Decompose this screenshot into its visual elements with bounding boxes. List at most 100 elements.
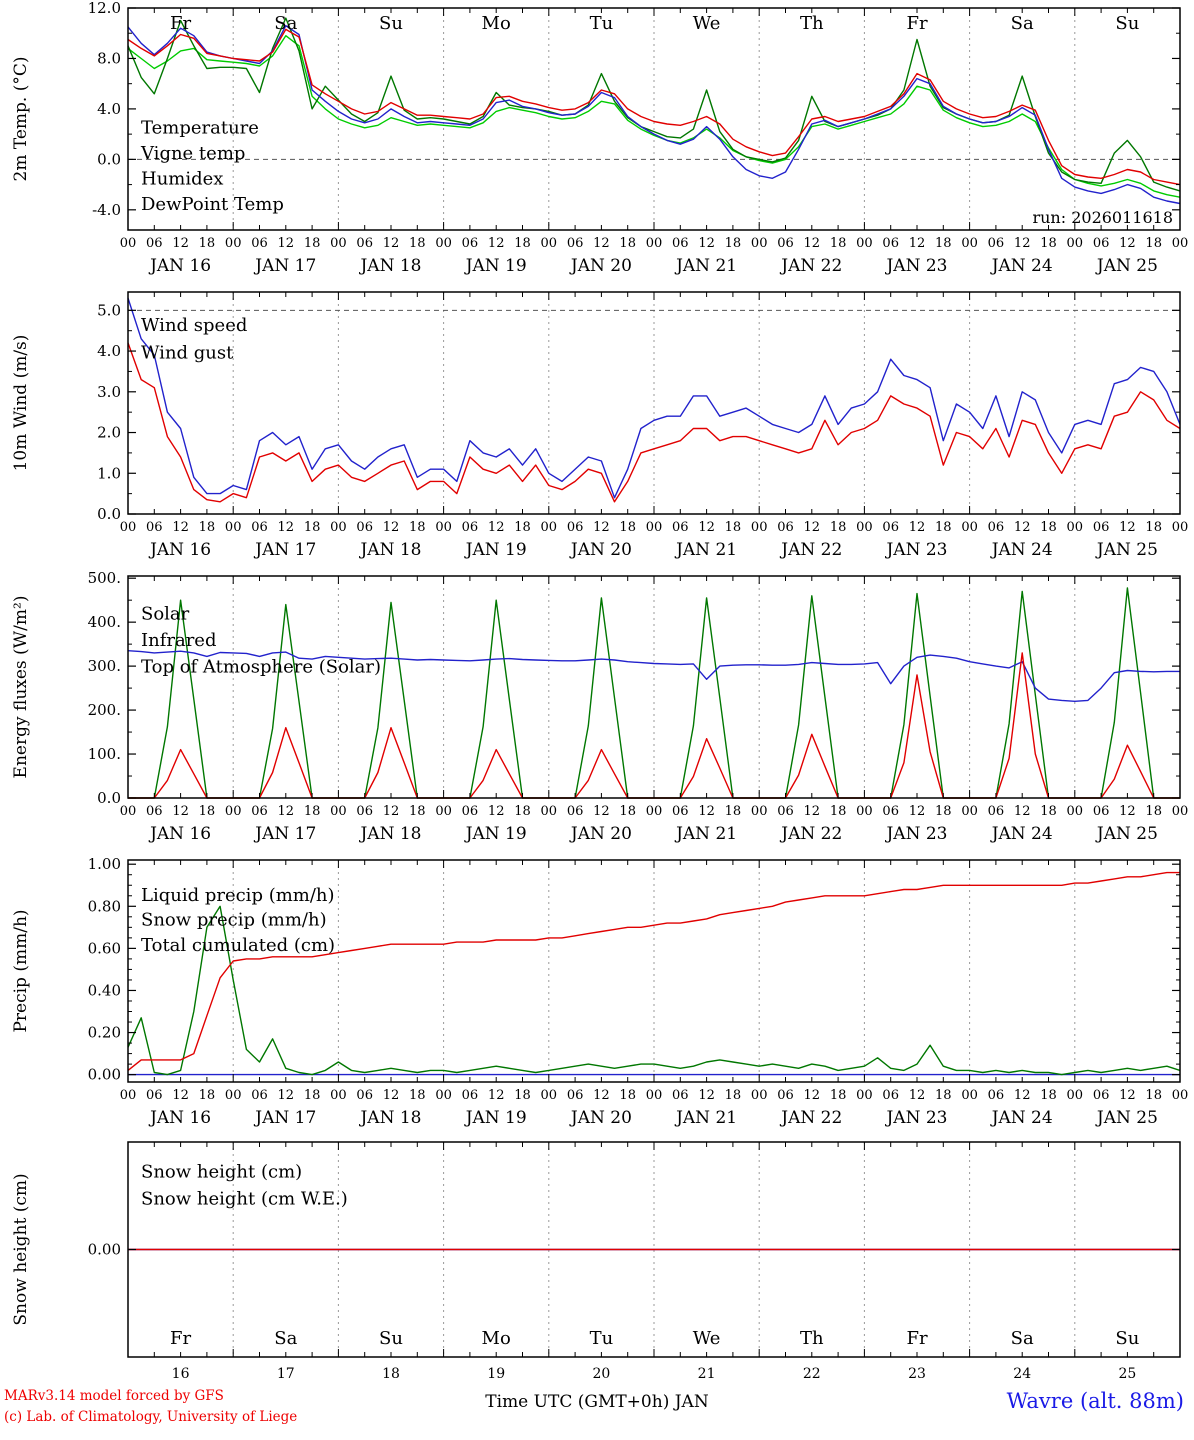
svg-text:Fr: Fr [906,1328,927,1349]
svg-text:JAN 17: JAN 17 [253,824,316,844]
svg-text:18: 18 [514,236,531,251]
svg-text:0.0: 0.0 [97,150,121,168]
svg-text:JAN 25: JAN 25 [1095,256,1158,276]
svg-text:18: 18 [1040,520,1057,535]
svg-text:Mo: Mo [482,1328,511,1349]
station-label: Wavre (alt. 88m) [1006,1389,1184,1413]
svg-text:12: 12 [804,236,821,251]
svg-text:1.00: 1.00 [88,855,121,873]
svg-text:2m Temp. (°C): 2m Temp. (°C) [11,56,31,181]
svg-text:00: 00 [435,520,452,535]
svg-text:12: 12 [698,236,715,251]
svg-text:00: 00 [751,1088,768,1103]
svg-text:06: 06 [251,804,268,819]
svg-text:Mo: Mo [482,13,511,34]
svg-text:Vigne temp: Vigne temp [140,143,245,164]
svg-text:Th: Th [800,13,824,34]
precip-panel: 1.00 0.80 0.60 0.40 0.20 0.00 00 06 12 18 00 06 12 18… [11,855,1189,1128]
svg-text:0.20: 0.20 [88,1024,121,1042]
svg-text:18: 18 [382,1366,400,1382]
svg-text:12: 12 [172,1088,189,1103]
svg-text:JAN 23: JAN 23 [884,1108,947,1128]
svg-text:100.: 100. [88,745,121,763]
svg-text:12: 12 [383,520,400,535]
svg-text:00: 00 [541,236,558,251]
svg-text:18: 18 [409,804,426,819]
svg-text:JAN 20: JAN 20 [569,1108,632,1128]
svg-text:DewPoint Temp: DewPoint Temp [141,194,284,215]
svg-text:0.0: 0.0 [97,505,121,523]
svg-text:12: 12 [1014,1088,1031,1103]
svg-text:Tu: Tu [590,1328,614,1349]
svg-text:06: 06 [251,236,268,251]
svg-text:06: 06 [1093,520,1110,535]
svg-text:00: 00 [435,236,452,251]
svg-text:18: 18 [619,804,636,819]
svg-text:06: 06 [356,520,373,535]
svg-text:JAN 25: JAN 25 [1095,1108,1158,1128]
svg-text:00: 00 [856,236,873,251]
svg-text:JAN 21: JAN 21 [674,256,737,276]
svg-text:00: 00 [1067,520,1084,535]
svg-text:Sa: Sa [274,13,297,34]
svg-text:18: 18 [725,236,742,251]
svg-text:06: 06 [672,1088,689,1103]
svg-text:12: 12 [278,520,295,535]
svg-text:8.0: 8.0 [97,49,121,67]
svg-text:0.80: 0.80 [88,897,121,915]
svg-text:JAN 24: JAN 24 [990,824,1053,844]
svg-text:JAN 19: JAN 19 [464,1108,527,1128]
svg-text:18: 18 [619,1088,636,1103]
svg-text:00: 00 [225,1088,242,1103]
svg-text:JAN 16: JAN 16 [148,540,211,560]
svg-text:12: 12 [804,1088,821,1103]
energy-flux-panel: 500.400.300.200.100.0.000 06 12 18 00 06 12 18 0… [11,569,1188,844]
svg-text:JAN 20: JAN 20 [569,256,632,276]
svg-text:500.: 500. [88,569,121,587]
svg-text:06: 06 [777,520,794,535]
svg-text:22: 22 [803,1366,821,1382]
svg-text:12: 12 [172,236,189,251]
svg-text:12: 12 [593,236,610,251]
svg-text:1.0: 1.0 [97,464,121,482]
svg-text:00: 00 [1172,1088,1189,1103]
svg-text:JAN 18: JAN 18 [358,1108,421,1128]
svg-text:12: 12 [804,804,821,819]
svg-text:Energy fluxes (W/m²): Energy fluxes (W/m²) [11,596,31,779]
svg-text:00: 00 [856,804,873,819]
svg-text:18: 18 [199,520,216,535]
svg-text:Sa: Sa [1011,1328,1034,1349]
svg-text:00: 00 [120,520,137,535]
figure-footer: MARv3.14 model forced by GFS (c) Lab. of… [0,1384,1194,1440]
svg-text:12: 12 [278,1088,295,1103]
svg-text:00: 00 [120,1088,137,1103]
wind-panel: 5.04.03.02.01.00.000 06 12 18 00 06 12 18 00 06 12… [11,291,1188,560]
svg-text:JAN 24: JAN 24 [990,256,1053,276]
svg-text:18: 18 [725,520,742,535]
svg-text:4.0: 4.0 [97,100,121,118]
svg-text:06: 06 [777,1088,794,1103]
svg-text:18: 18 [514,804,531,819]
svg-text:06: 06 [882,236,899,251]
svg-text:00: 00 [1172,236,1189,251]
svg-text:12: 12 [698,1088,715,1103]
svg-text:00: 00 [120,236,137,251]
svg-text:00: 00 [435,1088,452,1103]
svg-text:06: 06 [882,520,899,535]
svg-text:18: 18 [1145,1088,1162,1103]
svg-text:18: 18 [304,236,321,251]
svg-text:Humidex: Humidex [141,168,223,189]
model-credits: MARv3.14 model forced by GFS (c) Lab. of… [4,1386,297,1428]
svg-text:Tu: Tu [590,13,614,34]
svg-text:JAN 18: JAN 18 [358,256,421,276]
svg-text:JAN 17: JAN 17 [253,540,316,560]
svg-text:12: 12 [909,804,926,819]
svg-text:12: 12 [1119,1088,1136,1103]
svg-text:12: 12 [488,520,505,535]
svg-text:JAN 23: JAN 23 [884,540,947,560]
svg-text:12: 12 [593,804,610,819]
svg-text:JAN 19: JAN 19 [464,256,527,276]
temperature-panel: 12.0 8.0 4.0 0.0 -4.0 00 06 12 18 00 06 12 18 00 06 12 1… [11,0,1189,276]
svg-text:300.: 300. [88,657,121,675]
